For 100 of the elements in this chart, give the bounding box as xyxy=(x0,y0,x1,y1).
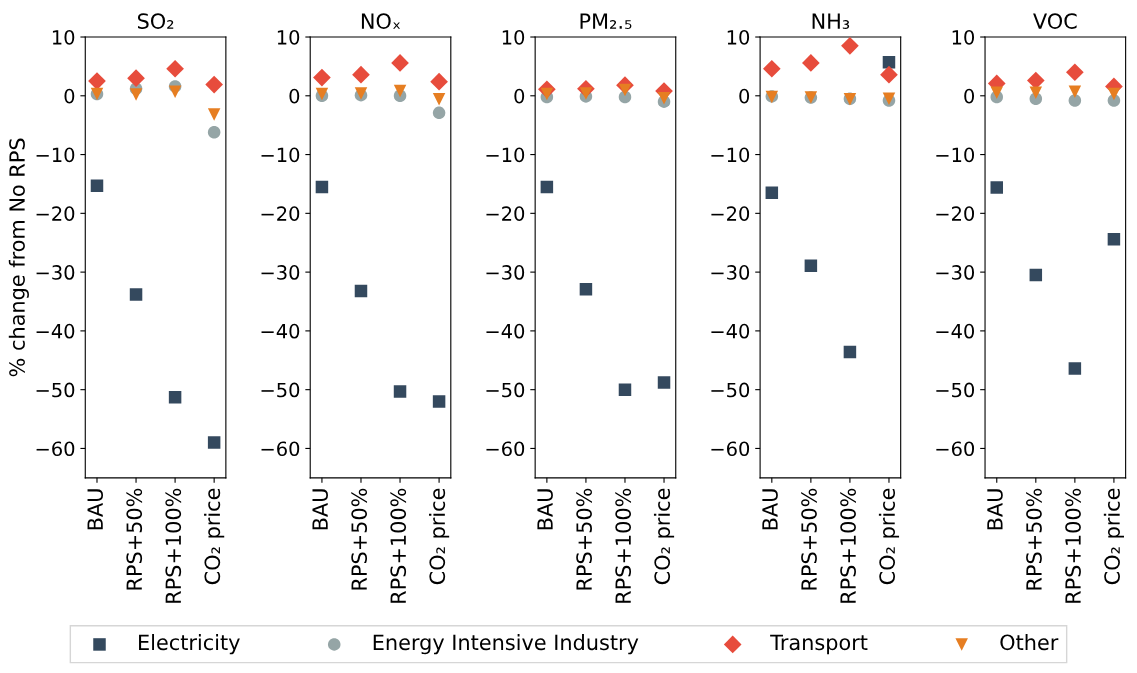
point xyxy=(432,93,446,106)
y-tick-label: 10 xyxy=(952,29,975,45)
x-tick-label: CO₂ price xyxy=(429,488,450,585)
point xyxy=(1068,85,1082,98)
point xyxy=(129,288,143,301)
y-tick-label: −50 xyxy=(711,382,750,398)
chart-title: PM₂.₅ xyxy=(580,13,632,29)
x-tick-label: RPS+50% xyxy=(576,488,592,590)
y-tick-label: −40 xyxy=(936,323,975,339)
point xyxy=(127,69,145,87)
y-tick-label: −50 xyxy=(486,382,525,398)
y-tick-label: −30 xyxy=(36,265,75,280)
point xyxy=(841,37,859,55)
y-tick-label: −50 xyxy=(261,382,300,398)
point xyxy=(432,395,446,408)
point xyxy=(315,180,329,194)
y-tick-label: −60 xyxy=(261,441,300,457)
point xyxy=(168,391,182,404)
x-tick-label: CO₂ price xyxy=(878,488,900,585)
y-tick-label: −30 xyxy=(486,265,525,280)
chart-title: VOC xyxy=(1033,13,1077,29)
point xyxy=(168,85,182,98)
point xyxy=(1107,87,1121,101)
point xyxy=(313,68,331,87)
chart-title: NH₃ xyxy=(812,13,850,29)
y-tick-label: −40 xyxy=(261,323,300,339)
y-tick-label: −10 xyxy=(711,147,750,163)
chart-title: NOₓ xyxy=(361,13,401,29)
y-tick-label: −50 xyxy=(936,382,975,398)
point xyxy=(352,65,370,84)
x-tick-label: RPS+50% xyxy=(1026,488,1042,590)
chart-title: SO₂ xyxy=(137,13,174,29)
point xyxy=(207,108,221,121)
point xyxy=(88,72,106,90)
y-tick-label: −40 xyxy=(36,323,75,339)
x-tick-label: BAU xyxy=(537,489,553,530)
point xyxy=(430,72,448,91)
point xyxy=(1029,268,1043,282)
point xyxy=(540,180,554,194)
x-tick-label: RPS+100% xyxy=(840,488,856,603)
x-tick-label: BAU xyxy=(87,489,104,530)
point xyxy=(1066,63,1084,82)
point xyxy=(657,91,671,105)
y-tick-label: −30 xyxy=(261,265,300,280)
y-tick-label: −30 xyxy=(711,265,750,280)
y-tick-label: −60 xyxy=(936,441,975,457)
y-tick-label: −10 xyxy=(936,147,975,163)
point xyxy=(657,376,671,389)
x-tick-label: RPS+100% xyxy=(1065,488,1081,603)
legend-label: Energy Intensive Industry xyxy=(373,634,639,655)
y-tick-label: −20 xyxy=(261,206,300,221)
y-tick-label: −40 xyxy=(486,323,525,339)
y-tick-label: −60 xyxy=(711,441,750,457)
y-tick-label: 10 xyxy=(727,29,750,45)
y-tick-label: −10 xyxy=(261,147,300,163)
point xyxy=(207,436,221,449)
legend-label: Electricity xyxy=(139,634,240,655)
x-tick-label: RPS+50% xyxy=(801,488,817,590)
y-tick-label: −20 xyxy=(36,206,75,221)
point xyxy=(391,54,409,72)
legend-label: Other xyxy=(1000,634,1059,651)
y-tick-label: −50 xyxy=(36,382,75,398)
point xyxy=(762,59,781,78)
y-tick-label: −30 xyxy=(936,265,975,280)
point xyxy=(618,383,632,396)
y-tick-label: −10 xyxy=(486,147,525,163)
x-tick-label: RPS+50% xyxy=(351,488,368,590)
x-tick-label: CO₂ price xyxy=(1103,488,1124,585)
y-tick-label: 0 xyxy=(514,88,525,104)
point xyxy=(1068,362,1082,375)
point xyxy=(393,385,407,398)
point xyxy=(802,54,820,72)
y-tick-label: −40 xyxy=(711,323,750,339)
y-tick-label: 0 xyxy=(289,88,300,104)
point xyxy=(166,59,184,78)
x-tick-label: CO₂ price xyxy=(653,488,675,585)
x-tick-label: RPS+100% xyxy=(615,488,632,603)
y-tick-label: −10 xyxy=(36,147,75,163)
point xyxy=(1068,94,1082,107)
x-tick-label: RPS+100% xyxy=(390,488,407,603)
point xyxy=(1029,86,1043,100)
point xyxy=(207,125,221,139)
point xyxy=(205,75,223,94)
y-tick-label: −20 xyxy=(936,206,975,221)
x-tick-label: BAU xyxy=(987,489,1003,530)
y-tick-label: −20 xyxy=(711,206,750,221)
point xyxy=(765,186,779,200)
y-tick-label: 10 xyxy=(277,29,300,45)
point xyxy=(129,88,143,101)
point xyxy=(804,259,818,272)
point xyxy=(618,83,632,97)
x-tick-label: BAU xyxy=(312,489,328,530)
y-tick-label: −60 xyxy=(486,441,525,457)
point xyxy=(579,282,593,296)
x-tick-label: BAU xyxy=(762,489,778,530)
point xyxy=(393,84,407,98)
point xyxy=(882,56,896,69)
y-tick-label: 0 xyxy=(964,88,975,104)
y-tick-label: −20 xyxy=(486,206,525,221)
point xyxy=(990,181,1004,194)
